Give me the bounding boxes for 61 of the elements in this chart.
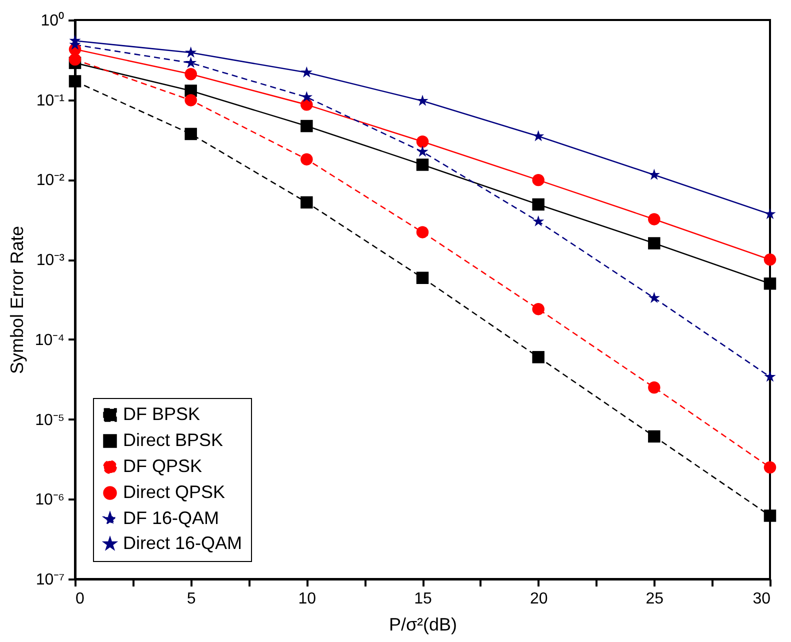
point (68, 75, 82, 88)
point (532, 198, 544, 211)
point (416, 158, 429, 171)
point (532, 351, 544, 364)
x-tick-label: 0 (76, 590, 84, 608)
point (69, 34, 81, 46)
point (300, 98, 313, 111)
legend-label: DF QPSK (123, 456, 202, 476)
point (184, 128, 197, 140)
x-tick-label: 30 (752, 590, 771, 608)
point (648, 381, 660, 394)
point (416, 146, 428, 157)
point (532, 174, 544, 186)
x-axis-title: P/σ²(dB) (388, 614, 458, 634)
legend-label: Direct 16-QAM (123, 533, 242, 553)
legend-label: DF 16-QAM (123, 508, 220, 528)
point (764, 208, 776, 220)
y-axis-title: Symbol Error Rate (6, 226, 27, 374)
legend-label: Direct BPSK (123, 430, 224, 450)
y-tick-label: 10⁻⁶ (35, 492, 64, 509)
point (185, 56, 197, 68)
y-tick-label: 10⁻⁷ (36, 572, 65, 588)
point (532, 130, 544, 142)
point (416, 94, 428, 106)
point (300, 66, 312, 78)
point (648, 237, 660, 250)
point (416, 136, 429, 148)
x-tick-label: 25 (646, 590, 664, 608)
point (300, 91, 312, 102)
point (184, 68, 197, 80)
y-tick-label: 10⁻¹ (36, 92, 64, 110)
x-tick-label: 5 (186, 590, 196, 608)
x-tick-label: 20 (530, 590, 548, 608)
point (532, 302, 544, 316)
point (416, 226, 429, 238)
point (648, 213, 660, 226)
point (764, 510, 776, 522)
point (648, 168, 660, 180)
point (764, 277, 776, 290)
point (532, 215, 544, 226)
point (764, 461, 776, 474)
point (764, 253, 776, 266)
point (764, 370, 776, 382)
y-tick-label: 10⁰ (40, 12, 64, 30)
legend-label: Direct QPSK (123, 482, 226, 502)
point (416, 272, 429, 284)
y-tick-label: 10⁻⁴ (34, 332, 65, 349)
point (184, 94, 197, 106)
x-tick-label: 10 (298, 590, 316, 608)
point (185, 46, 197, 58)
y-tick-label: 10⁻⁵ (35, 412, 64, 429)
point (300, 120, 313, 132)
point (648, 430, 660, 443)
x-tick-label: 15 (414, 590, 432, 608)
point (300, 196, 313, 209)
legend-label: DF BPSK (123, 404, 200, 424)
point (68, 53, 82, 66)
point (648, 292, 660, 303)
point (300, 153, 313, 166)
y-tick-label: 10⁻³ (36, 252, 66, 270)
y-tick-label: 10⁻² (36, 172, 66, 190)
